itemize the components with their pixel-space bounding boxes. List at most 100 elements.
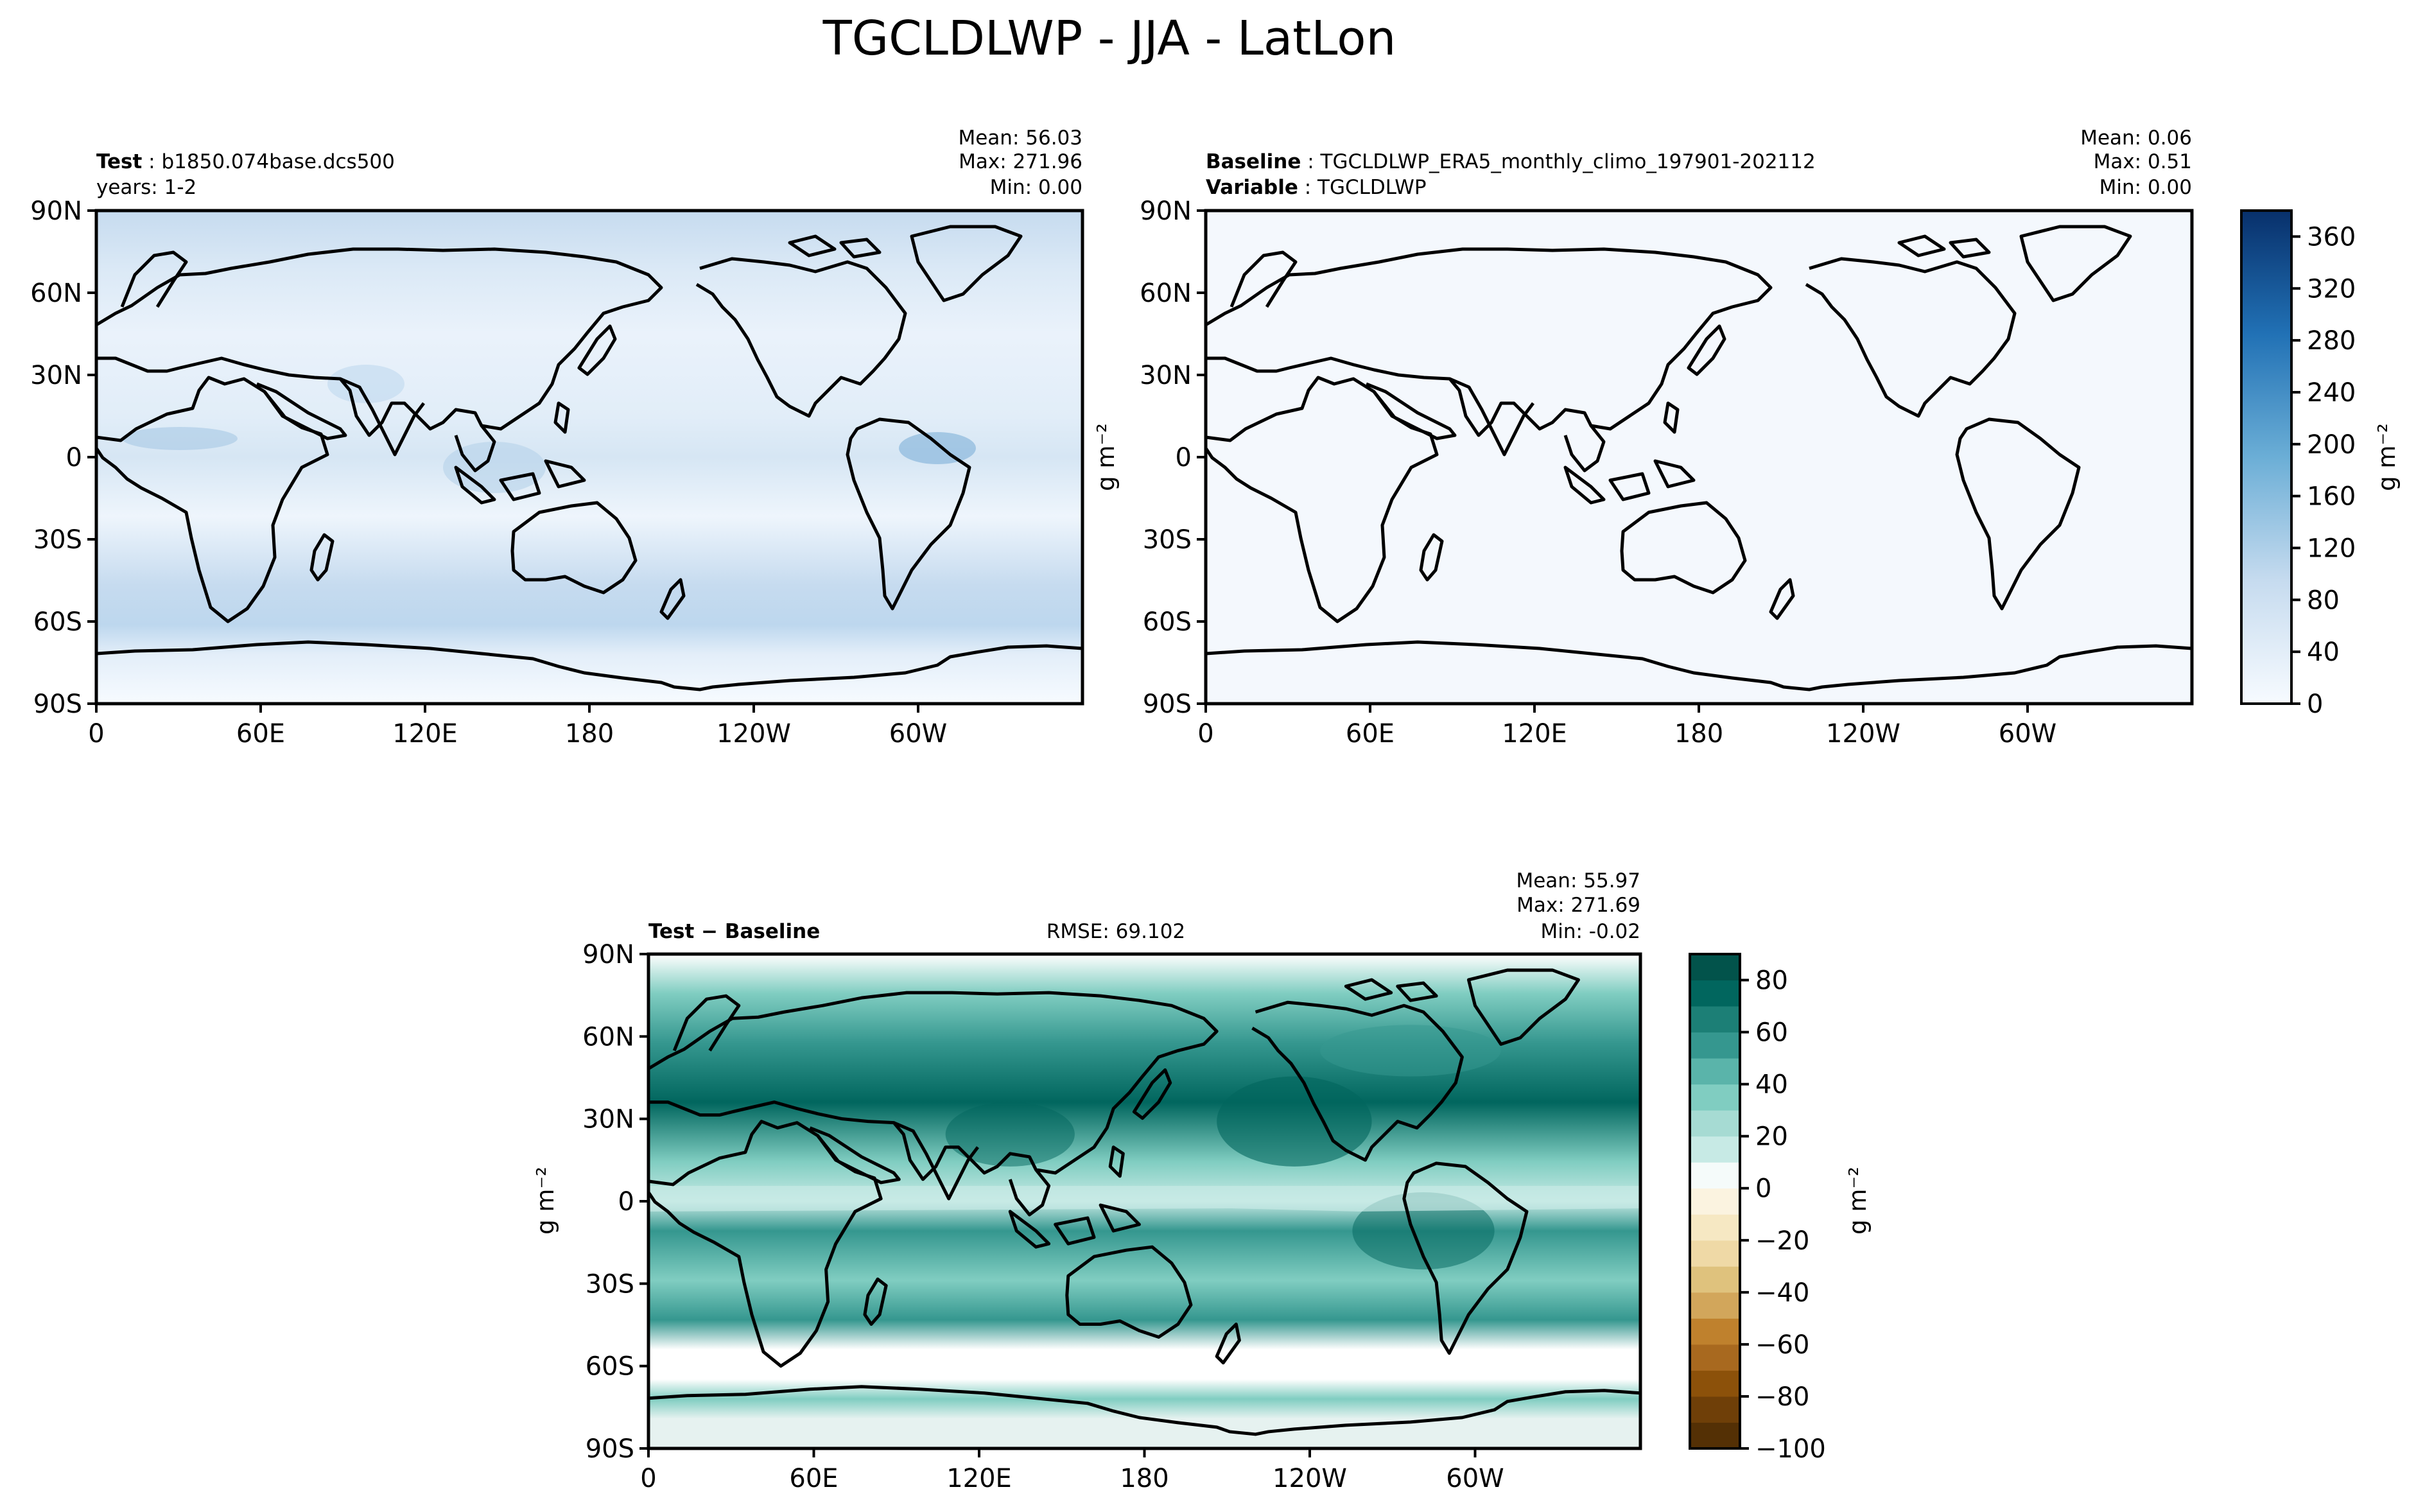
diverging-band	[1690, 980, 1740, 1007]
difference-mean: Mean: 55.97	[1516, 869, 1640, 892]
difference-lat-ticks: 90N 60N 30N 0 30S 60S 90S	[582, 940, 648, 1464]
diverging-tick-label: −20	[1755, 1226, 1809, 1256]
lat-tick-label: 60S	[1143, 607, 1192, 637]
sequential-tick-label: 200	[2307, 430, 2356, 460]
difference-rmse: RMSE: 69.102	[1047, 920, 1185, 943]
lat-tick-label: 60N	[582, 1022, 634, 1052]
lon-tick-label: 120E	[1502, 719, 1567, 749]
difference-panel: Test − Baseline RMSE: 69.102 Mean: 55.97…	[532, 869, 1642, 1493]
diverging-band	[1690, 1006, 1740, 1033]
lat-tick-label: 0	[1176, 443, 1192, 473]
baseline-mean: Mean: 0.06	[2080, 126, 2192, 150]
lon-tick-label: 60W	[889, 719, 947, 749]
test-lat-ticks: 90N 60N 30N 0 30S 60S 90S	[30, 196, 96, 719]
diverging-band	[1690, 1136, 1740, 1163]
baseline-max: Max: 0.51	[2094, 150, 2192, 173]
diverging-band	[1690, 1214, 1740, 1241]
diverging-band	[1690, 1422, 1740, 1449]
difference-unit-label: g m⁻²	[532, 1167, 559, 1235]
diverging-tick-label: 20	[1755, 1122, 1788, 1152]
lon-tick-label: 0	[640, 1464, 656, 1493]
lon-tick-label: 0	[88, 719, 104, 749]
baseline-lon-ticks: 0 60E 120E 180 120W 60W	[1197, 704, 2056, 749]
diverging-band	[1690, 1292, 1740, 1319]
test-mean: Mean: 56.03	[958, 126, 1082, 150]
lat-tick-label: 30N	[1140, 361, 1192, 390]
sequential-tick-label: 160	[2307, 482, 2356, 512]
baseline-label-bold: Baseline	[1206, 150, 1301, 173]
lat-tick-label: 90N	[582, 940, 634, 969]
diverging-tick-label: 40	[1755, 1070, 1788, 1100]
diverging-tick-label: 0	[1755, 1174, 1771, 1204]
lat-tick-label: 90N	[1140, 196, 1192, 226]
test-map	[96, 211, 1082, 704]
diverging-tick-label: −40	[1755, 1278, 1809, 1308]
diverging-band	[1690, 1370, 1740, 1397]
test-panel: Test : b1850.074base.dcs500 years: 1-2 M…	[30, 126, 1084, 749]
diverging-colorbar-bands	[1690, 954, 1740, 1449]
diverging-band	[1690, 1110, 1740, 1137]
figure-title: TGCLDLWP - JJA - LatLon	[822, 11, 1396, 66]
sequential-colorbar: 360 320 280 240 200 160 120 80 40 0 g m⁻²	[2240, 209, 2401, 719]
diverging-band	[1690, 1344, 1740, 1371]
sequential-tick-label: 120	[2307, 534, 2356, 563]
baseline-label: Baseline : TGCLDLWP_ERA5_monthly_climo_1…	[1206, 150, 1816, 173]
lat-tick-label: 30S	[1143, 525, 1192, 555]
lon-tick-label: 60E	[1346, 719, 1395, 749]
test-min: Min: 0.00	[990, 176, 1082, 199]
lat-tick-label: 90S	[1143, 690, 1192, 719]
diverging-tick-label: 80	[1755, 966, 1788, 996]
lon-tick-label: 60E	[236, 719, 285, 749]
lat-tick-label: 0	[618, 1187, 634, 1217]
test-case-name: b1850.074base.dcs500	[161, 150, 394, 173]
diverging-tick-label: 60	[1755, 1018, 1788, 1048]
lon-tick-label: 180	[1120, 1464, 1169, 1493]
lon-tick-label: 60W	[1446, 1464, 1504, 1493]
lon-tick-label: 60E	[789, 1464, 838, 1493]
lat-tick-label: 0	[66, 443, 82, 473]
baseline-variable-bold: Variable	[1206, 176, 1298, 199]
test-label: Test : b1850.074base.dcs500	[96, 150, 395, 173]
baseline-dataset-name: TGCLDLWP_ERA5_monthly_climo_197901-20211…	[1320, 150, 1816, 173]
sequential-tick-label: 40	[2307, 638, 2340, 667]
lon-tick-label: 120E	[946, 1464, 1012, 1493]
diverging-tick-label: −100	[1755, 1434, 1826, 1464]
diverging-band	[1690, 1266, 1740, 1293]
lon-tick-label: 120W	[717, 719, 791, 749]
difference-label: Test − Baseline	[648, 920, 820, 943]
difference-min: Min: -0.02	[1540, 920, 1640, 943]
test-max: Max: 271.96	[959, 150, 1082, 173]
test-years: years: 1-2	[96, 176, 196, 199]
diverging-band	[1690, 954, 1740, 981]
lon-tick-label: 60W	[1999, 719, 2056, 749]
diverging-band	[1690, 1032, 1740, 1059]
lat-tick-label: 30N	[30, 361, 82, 390]
diverging-band	[1690, 1318, 1740, 1345]
diverging-colorbar-unit: g m⁻²	[1844, 1167, 1872, 1235]
sequential-tick-label: 320	[2307, 274, 2356, 304]
diverging-colorbar: 80 60 40 20 0 −20 −40 −60 −80 −100 g m⁻²	[1689, 953, 1872, 1464]
sequential-colorbar-ticks: 360 320 280 240 200 160 120 80 40 0	[2291, 222, 2356, 719]
lat-tick-label: 90S	[586, 1434, 634, 1464]
baseline-map	[1206, 211, 2192, 704]
sequential-colorbar-unit: g m⁻²	[2373, 423, 2401, 491]
diverging-colorbar-ticks: 80 60 40 20 0 −20 −40 −60 −80 −100	[1740, 966, 1826, 1464]
lon-tick-label: 120E	[392, 719, 458, 749]
diverging-tick-label: −60	[1755, 1330, 1809, 1360]
diverging-band	[1690, 1240, 1740, 1267]
lat-tick-label: 90N	[30, 196, 82, 226]
diverging-band	[1690, 1396, 1740, 1423]
test-lon-ticks: 0 60E 120E 180 120W 60W	[88, 704, 947, 749]
lat-tick-label: 30S	[586, 1269, 634, 1299]
sequential-tick-label: 80	[2307, 586, 2340, 615]
lon-tick-label: 180	[1674, 719, 1723, 749]
sequential-tick-label: 0	[2307, 690, 2323, 719]
diverging-tick-label: −80	[1755, 1382, 1809, 1412]
lon-tick-label: 120W	[1826, 719, 1900, 749]
lat-tick-label: 60N	[1140, 279, 1192, 308]
lat-tick-label: 60S	[586, 1352, 634, 1382]
sequential-tick-label: 360	[2307, 222, 2356, 252]
diverging-colorbar-frame	[1689, 953, 1741, 1450]
baseline-variable-name: TGCLDLWP	[1317, 176, 1427, 199]
